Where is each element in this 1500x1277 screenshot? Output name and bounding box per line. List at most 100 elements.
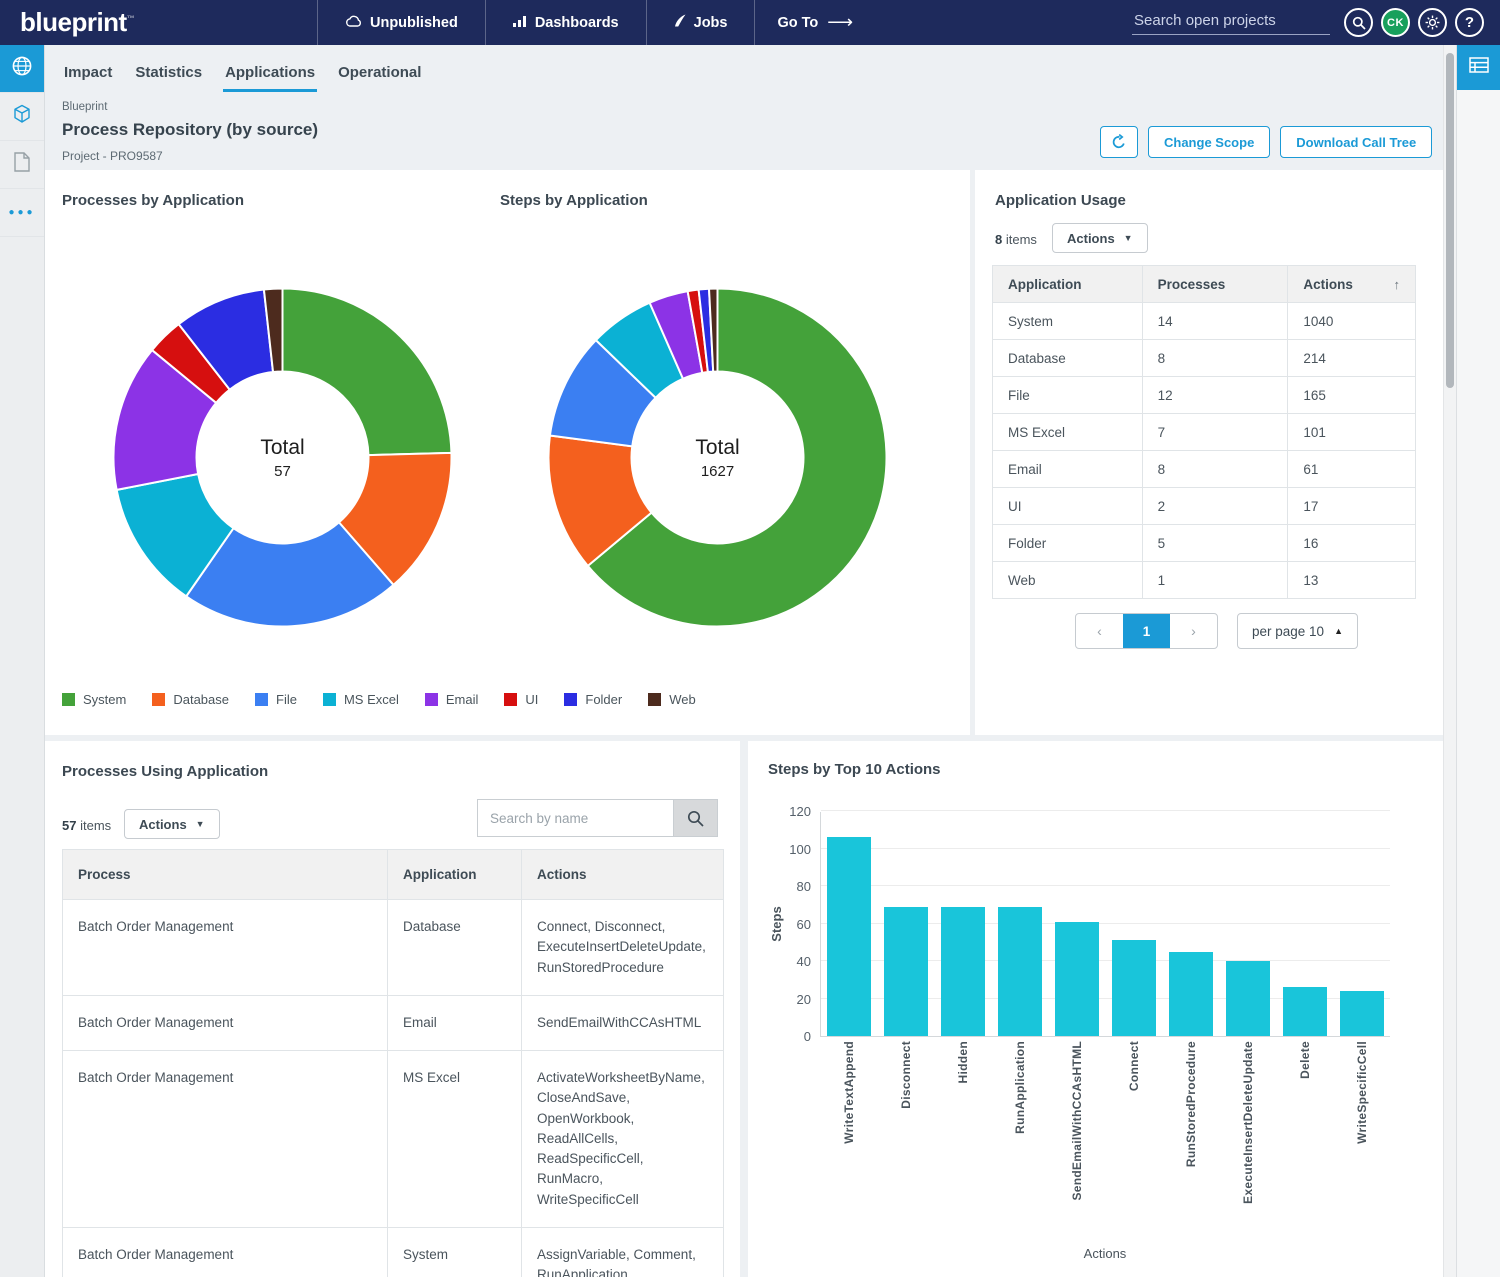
table-row[interactable]: MS Excel7101: [993, 414, 1416, 451]
per-page-label: per page 10: [1252, 624, 1324, 639]
bar-writespecificcell[interactable]: [1340, 991, 1384, 1036]
y-axis-tick: 40: [773, 954, 811, 969]
table-cell: 214: [1288, 340, 1416, 377]
nav-item-label: Unpublished: [370, 15, 458, 31]
table-row[interactable]: Folder516: [993, 525, 1416, 562]
prev-page-button[interactable]: ‹: [1076, 614, 1123, 648]
usage-col-application[interactable]: Application: [993, 266, 1143, 303]
legend-item-folder[interactable]: Folder: [564, 692, 622, 707]
app-logo[interactable]: blueprint™: [20, 7, 134, 38]
sort-asc-icon[interactable]: ↑: [1394, 277, 1401, 292]
legend-item-database[interactable]: Database: [152, 692, 229, 707]
download-call-tree-button[interactable]: Download Call Tree: [1280, 126, 1432, 158]
legend-item-file[interactable]: File: [255, 692, 297, 707]
pagination: ‹ 1 › per page 10 ▲: [975, 613, 1443, 649]
items-count-number: 8: [995, 232, 1002, 247]
nav-item-jobs[interactable]: Jobs: [646, 0, 755, 45]
table-row[interactable]: Email861: [993, 451, 1416, 488]
table-row[interactable]: UI217: [993, 488, 1416, 525]
refresh-button[interactable]: [1100, 126, 1138, 158]
x-axis-label: ExecuteInsertDeleteUpdate: [1241, 1041, 1255, 1204]
usage-col-actions[interactable]: Actions↑: [1288, 266, 1416, 303]
bar-hidden[interactable]: [941, 907, 985, 1036]
bar-slot: [1162, 812, 1219, 1036]
avatar[interactable]: CK: [1381, 8, 1410, 37]
bar-runstoredprocedure[interactable]: [1169, 952, 1213, 1036]
legend-item-ui[interactable]: UI: [504, 692, 538, 707]
sidebar-item-artifacts[interactable]: [0, 93, 44, 141]
table-cell: File: [993, 377, 1143, 414]
goto-button[interactable]: Go To ⟶: [754, 0, 875, 45]
table-row[interactable]: System141040: [993, 303, 1416, 340]
table-row[interactable]: Batch Order ManagementSystemAssignVariab…: [63, 1227, 724, 1277]
sidebar-item-more[interactable]: ●●●: [0, 189, 44, 237]
breadcrumb[interactable]: Blueprint: [62, 101, 107, 113]
sidebar-item-documents[interactable]: [0, 141, 44, 189]
rail-item-grid[interactable]: [1457, 45, 1500, 90]
actions-dropdown[interactable]: Actions ▼: [124, 809, 220, 839]
search-by-name-input[interactable]: [477, 799, 674, 837]
table-row[interactable]: Database8214: [993, 340, 1416, 377]
per-page-select[interactable]: per page 10 ▲: [1237, 613, 1358, 649]
tab-impact[interactable]: Impact: [62, 64, 114, 92]
y-axis-tick: 60: [773, 917, 811, 932]
bar-runapplication[interactable]: [998, 907, 1042, 1036]
nav-menu: Unpublished DashboardsJobs Go To ⟶: [317, 0, 875, 45]
actions-dropdown[interactable]: Actions ▼: [1052, 223, 1148, 253]
processes-table: ProcessApplicationActionsBatch Order Man…: [62, 849, 724, 1277]
gear-icon[interactable]: [1418, 8, 1447, 37]
tab-statistics[interactable]: Statistics: [133, 64, 204, 92]
app-logo-text: blueprint: [20, 7, 127, 37]
bar-slot: [878, 812, 935, 1036]
legend-item-ms-excel[interactable]: MS Excel: [323, 692, 399, 707]
vertical-scrollbar[interactable]: [1443, 45, 1456, 1277]
search-submit-button[interactable]: [674, 799, 718, 837]
table-cell: Batch Order Management: [63, 900, 388, 996]
bar-delete[interactable]: [1283, 987, 1327, 1036]
bar-sendemailwithccashtml[interactable]: [1055, 922, 1099, 1036]
table-row[interactable]: Batch Order ManagementEmailSendEmailWith…: [63, 995, 724, 1050]
donut-segment-system[interactable]: [283, 289, 452, 456]
table-cell: 1: [1142, 562, 1288, 599]
bar-disconnect[interactable]: [884, 907, 928, 1036]
bar-connect[interactable]: [1112, 940, 1156, 1036]
legend-item-email[interactable]: Email: [425, 692, 479, 707]
scrollbar-thumb[interactable]: [1446, 53, 1454, 388]
bar-executeinsertdeleteupdate[interactable]: [1226, 961, 1270, 1036]
tab-applications[interactable]: Applications: [223, 64, 317, 92]
items-count: 8 items: [995, 232, 1037, 247]
caret-down-icon: ▼: [1124, 233, 1133, 243]
application-usage-table: ApplicationProcessesActions↑System141040…: [992, 265, 1416, 599]
caret-up-icon: ▲: [1334, 626, 1343, 636]
usage-col-processes[interactable]: Processes: [1142, 266, 1288, 303]
x-axis-label: Disconnect: [899, 1041, 913, 1109]
table-row[interactable]: File12165: [993, 377, 1416, 414]
bar-series: [821, 812, 1390, 1036]
globe-icon: [11, 55, 33, 82]
legend-item-web[interactable]: Web: [648, 692, 696, 707]
change-scope-button[interactable]: Change Scope: [1148, 126, 1270, 158]
table-row[interactable]: Web113: [993, 562, 1416, 599]
actions-dropdown-label: Actions: [1067, 231, 1115, 246]
tab-operational[interactable]: Operational: [336, 64, 423, 92]
bar-writetextappend[interactable]: [827, 837, 871, 1036]
table-cell: 12: [1142, 377, 1288, 414]
donut-chart-processes: Total 57: [110, 285, 455, 630]
table-cell: 7: [1142, 414, 1288, 451]
processes-col-actions[interactable]: Actions: [522, 850, 724, 900]
processes-col-application[interactable]: Application: [388, 850, 522, 900]
table-row[interactable]: Batch Order ManagementMS ExcelActivateWo…: [63, 1051, 724, 1228]
legend-item-system[interactable]: System: [62, 692, 126, 707]
quill-icon: [674, 14, 686, 31]
search-icon[interactable]: [1344, 8, 1373, 37]
nav-item-unpublished[interactable]: Unpublished: [317, 0, 485, 45]
help-icon[interactable]: ?: [1455, 8, 1484, 37]
nav-item-dashboards[interactable]: Dashboards: [485, 0, 646, 45]
sidebar-item-globe[interactable]: [0, 45, 44, 93]
processes-col-process[interactable]: Process: [63, 850, 388, 900]
table-row[interactable]: Batch Order ManagementDatabaseConnect, D…: [63, 900, 724, 996]
search-input[interactable]: [1132, 10, 1330, 35]
next-page-button[interactable]: ›: [1170, 614, 1217, 648]
legend-label: Folder: [585, 692, 622, 707]
current-page[interactable]: 1: [1123, 614, 1170, 648]
